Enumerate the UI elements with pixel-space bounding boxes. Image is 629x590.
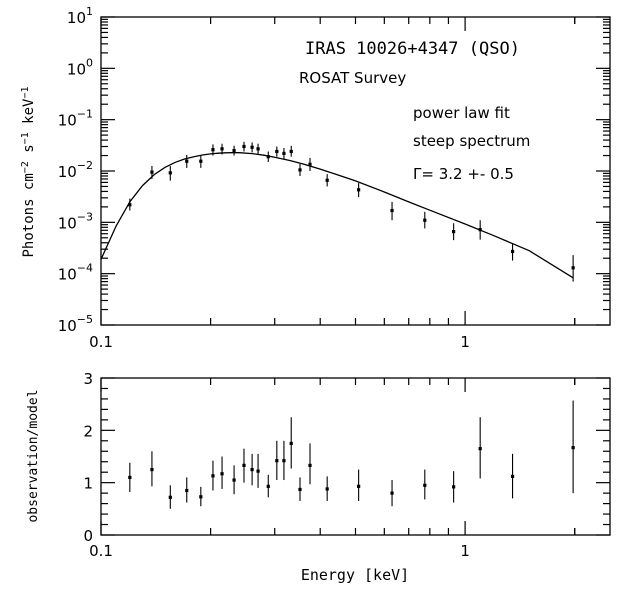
- spectrum-data-point: [510, 249, 515, 254]
- spectrum-data-point: [242, 144, 246, 149]
- spectrum-data-point: [390, 208, 394, 213]
- ratio-data-point: [325, 487, 329, 491]
- chart-title: IRAS 10026+4347 (QSO): [305, 39, 520, 59]
- spectrum-data-point: [275, 149, 279, 154]
- spectrum-data-point: [232, 148, 236, 153]
- spectrum-data-point: [357, 188, 361, 192]
- spectrum-y-axis-label: Photons cm−2 s−1 keV−1: [20, 86, 38, 257]
- spectrum-x-tick-label: 0.1: [89, 333, 113, 351]
- chart-subtitle: ROSAT Survey: [299, 69, 406, 87]
- ratio-y-tick-label: 0: [83, 527, 93, 545]
- spectrum-data-point: [250, 145, 254, 149]
- ratio-x-tick-label: 1: [460, 542, 470, 560]
- spectrum-data-point: [282, 151, 286, 156]
- spectrum-plot-frame: [100, 16, 611, 326]
- ratio-x-ticks: [100, 378, 576, 535]
- spectrum-y-tick-label: 100: [67, 56, 93, 78]
- spectrum-data-point: [452, 229, 456, 234]
- ratio-data-point: [250, 467, 254, 472]
- ratio-y-tick-labels: 0 1 2 3: [83, 370, 93, 545]
- ratio-y-ticks: [101, 377, 610, 536]
- ratio-y-tick-label: 3: [83, 370, 93, 388]
- ratio-x-tick-label: 0.1: [89, 542, 113, 560]
- spectrum-data-point: [168, 171, 172, 175]
- spectrum-data-point: [289, 149, 293, 154]
- ratio-data-point: [452, 485, 456, 489]
- ratio-data-point: [289, 441, 293, 446]
- spectrum-data-point: [199, 159, 203, 163]
- ratio-data-point: [211, 474, 215, 478]
- power-law-model-curve: [100, 151, 574, 279]
- spectrum-data-point: [220, 147, 224, 151]
- spectrum-data-point: [325, 178, 329, 182]
- spectrum-data-point: [298, 168, 302, 172]
- ratio-data-point: [308, 463, 312, 467]
- spectrum-data-point: [150, 170, 154, 174]
- spectrum-data-point: [571, 266, 575, 270]
- spectrum-y-tick-labels: 101 100 10−1 10−2 10−3 10−4 10−5: [58, 5, 93, 335]
- ratio-data-point: [185, 488, 189, 493]
- ratio-data-point: [266, 484, 270, 488]
- ratio-data-point: [232, 478, 236, 482]
- ratio-data-points: [128, 400, 575, 509]
- ratio-data-point: [357, 484, 361, 488]
- ratio-data-point: [390, 491, 394, 495]
- spectrum-data-point: [211, 148, 215, 152]
- spectrum-x-tick-label: 1: [460, 333, 470, 351]
- spectrum-data-point: [308, 162, 312, 166]
- ratio-data-point: [298, 487, 302, 492]
- ratio-data-point: [168, 495, 172, 499]
- spectrum-x-ticks: [100, 17, 576, 325]
- spectrum-y-tick-label: 10−5: [58, 313, 93, 335]
- ratio-data-point: [423, 483, 427, 487]
- spectrum-data-point: [128, 203, 132, 207]
- ratio-data-point: [478, 447, 482, 451]
- annotation-spectrum: steep spectrum: [413, 132, 530, 150]
- annotation-photon-index: Γ= 3.2 +- 0.5: [413, 165, 514, 183]
- ratio-data-point: [510, 474, 515, 478]
- ratio-y-tick-label: 1: [83, 475, 93, 493]
- spectrum-data-point: [266, 155, 270, 159]
- ratio-data-point: [220, 472, 224, 476]
- spectrum-y-tick-label: 10−1: [58, 108, 93, 130]
- ratio-data-point: [128, 475, 132, 480]
- annotation-fit-type: power law fit: [413, 104, 510, 122]
- ratio-plot-frame: [100, 377, 611, 536]
- spectrum-data-point: [185, 159, 189, 163]
- spectrum-data-point: [478, 228, 482, 232]
- ratio-data-point: [571, 446, 575, 450]
- spectrum-y-tick-label: 10−3: [58, 210, 93, 232]
- spectrum-y-tick-label: 10−4: [58, 262, 93, 284]
- spectrum-y-tick-label: 101: [67, 5, 93, 27]
- ratio-data-point: [282, 459, 286, 463]
- ratio-data-point: [256, 469, 260, 473]
- ratio-data-point: [242, 463, 246, 467]
- ratio-y-tick-label: 2: [83, 422, 93, 440]
- ratio-y-axis-label: observation/model: [26, 389, 41, 522]
- ratio-x-tick-labels: 0.1 1: [89, 542, 470, 560]
- spectrum-data-points: [128, 141, 575, 282]
- ratio-data-point: [275, 459, 279, 463]
- spectrum-data-point: [423, 218, 427, 222]
- spectrum-y-tick-label: 10−2: [58, 159, 93, 181]
- spectrum-data-point: [256, 147, 260, 151]
- ratio-data-point: [199, 495, 203, 499]
- spectrum-y-ticks: [101, 16, 610, 326]
- spectrum-x-tick-labels: 0.1 1: [89, 333, 470, 351]
- x-axis-label: Energy [keV]: [301, 566, 409, 584]
- ratio-data-point: [150, 467, 154, 472]
